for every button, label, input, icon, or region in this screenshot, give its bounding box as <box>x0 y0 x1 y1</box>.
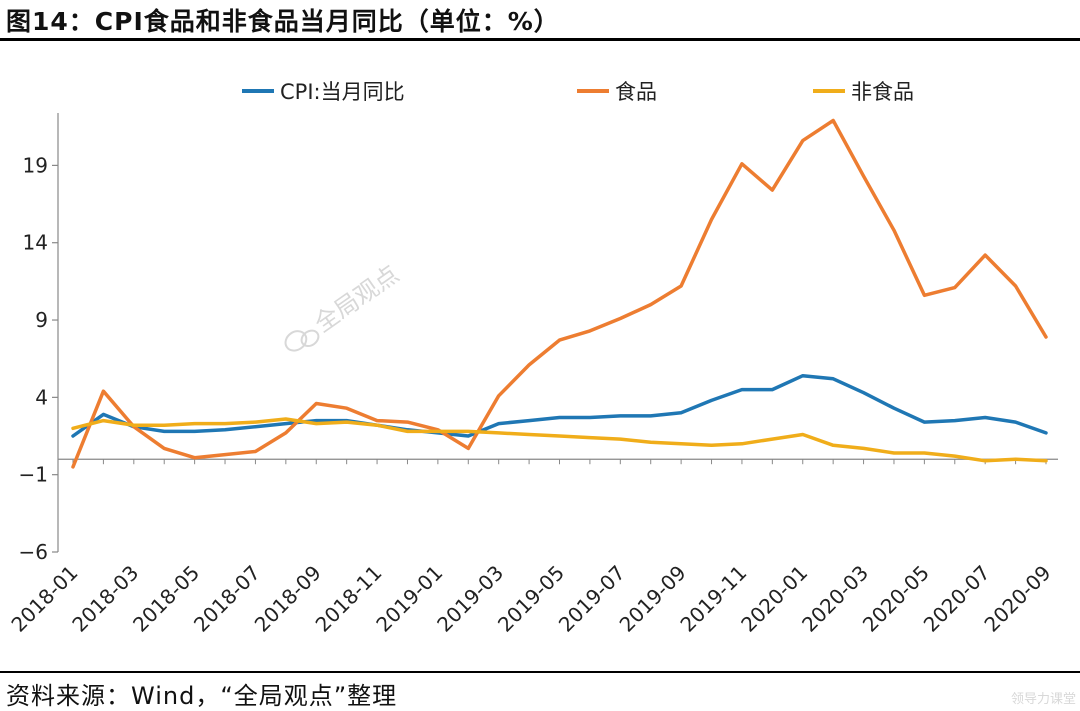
top-rule <box>0 38 1080 41</box>
x-tick-label: 2020-05 <box>858 561 934 637</box>
axes: −6−14914192018-012018-032018-052018-0720… <box>6 113 1058 637</box>
x-tick-label: 2018-09 <box>250 561 326 637</box>
y-tick-label: 4 <box>35 385 48 409</box>
x-tick-label: 2018-05 <box>128 561 204 637</box>
x-tick-label: 2018-11 <box>311 561 387 637</box>
x-tick-label: 2019-05 <box>493 561 569 637</box>
wechat-icon <box>284 329 320 352</box>
corner-watermark: 领导力课堂 <box>1010 692 1076 707</box>
figure-title: 图14：CPI食品和非食品当月同比（单位：%） <box>6 7 560 36</box>
series-group <box>71 118 1048 469</box>
x-tick-label: 2019-11 <box>675 561 751 637</box>
x-tick-label: 2018-07 <box>189 561 265 637</box>
x-tick-label: 2020-09 <box>979 561 1055 637</box>
x-tick-label: 2019-01 <box>371 561 447 637</box>
series-line-nonfood <box>71 417 1048 463</box>
source-note: 资料来源：Wind，“全局观点”整理 <box>6 682 398 710</box>
legend-label-food: 食品 <box>615 80 657 104</box>
x-tick-label: 2019-03 <box>432 561 508 637</box>
x-tick-label: 2020-07 <box>919 561 995 637</box>
x-tick-label: 2019-07 <box>554 561 630 637</box>
series-line-cpi <box>71 373 1048 438</box>
x-tick-label: 2020-01 <box>736 561 812 637</box>
legend-label-cpi: CPI:当月同比 <box>280 80 405 104</box>
x-tick-label: 2020-03 <box>797 561 873 637</box>
y-tick-label: 9 <box>35 308 48 332</box>
x-tick-label: 2019-09 <box>615 561 691 637</box>
watermark-text: 全局观点 <box>309 260 404 338</box>
y-tick-label: 14 <box>23 231 48 255</box>
series-line-food <box>71 118 1048 469</box>
bottom-rule <box>0 671 1080 673</box>
legend-label-nonfood: 非食品 <box>851 80 914 104</box>
y-tick-label: −6 <box>19 540 48 564</box>
x-tick-label: 2018-03 <box>67 561 143 637</box>
cpi-line-chart: 全局观点 CPI:当月同比 食品 非食品 −6−14914192018-012018… <box>6 80 1058 637</box>
x-tick-label: 2018-01 <box>6 561 82 637</box>
y-tick-label: −1 <box>19 463 48 487</box>
legend: CPI:当月同比 食品 非食品 <box>242 80 914 104</box>
y-tick-label: 19 <box>23 153 48 177</box>
watermark: 全局观点 <box>284 260 404 352</box>
